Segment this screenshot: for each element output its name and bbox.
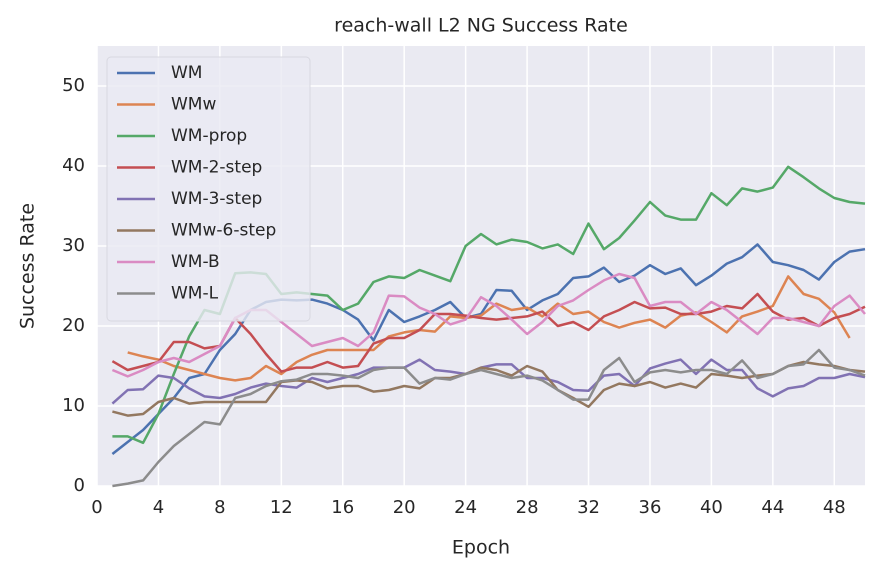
- y-tick-label: 0: [74, 475, 85, 496]
- series-line: [127, 275, 851, 382]
- chart-title: reach-wall L2 NG Success Rate: [334, 15, 628, 37]
- legend-label: WM-2-step: [171, 158, 262, 178]
- legend-label: WM-B: [171, 252, 220, 272]
- x-tick-label: 0: [91, 497, 102, 518]
- x-tick-label: 16: [331, 497, 354, 518]
- x-tick-label: 40: [700, 497, 723, 518]
- legend-label: WM-L: [171, 284, 219, 304]
- legend-box: [106, 56, 311, 322]
- legend: WM WMw WM-prop WM-2-step WM-3-step WMw-6-step…: [106, 56, 311, 322]
- x-tick-label: 32: [577, 497, 600, 518]
- x-tick-label: 24: [454, 497, 477, 518]
- x-tick-label: 12: [270, 497, 293, 518]
- legend-label: WM-prop: [171, 126, 247, 146]
- legend-label: WM: [171, 63, 202, 83]
- x-tick-label: 8: [214, 497, 225, 518]
- series-line: [112, 360, 866, 417]
- legend-label: WMw-6-step: [171, 221, 276, 241]
- y-tick-label: 40: [62, 155, 85, 176]
- y-tick-label: 30: [62, 235, 85, 256]
- series-line: [112, 348, 866, 488]
- y-tick-label: 20: [62, 315, 85, 336]
- y-axis-label: Success Rate: [17, 203, 39, 329]
- legend-label: WMw: [171, 95, 216, 115]
- x-tick-label: 20: [393, 497, 416, 518]
- x-tick-label: 28: [516, 497, 539, 518]
- x-axis-label: Epoch: [452, 537, 510, 559]
- x-tick-label: 44: [761, 497, 784, 518]
- y-tick-label: 10: [62, 395, 85, 416]
- x-tick-label: 36: [639, 497, 662, 518]
- y-tick-label: 50: [62, 75, 85, 96]
- x-tick-label: 48: [823, 497, 846, 518]
- legend-label: WM-3-step: [171, 189, 262, 209]
- x-tick-label: 4: [153, 497, 164, 518]
- series-line: [111, 358, 866, 405]
